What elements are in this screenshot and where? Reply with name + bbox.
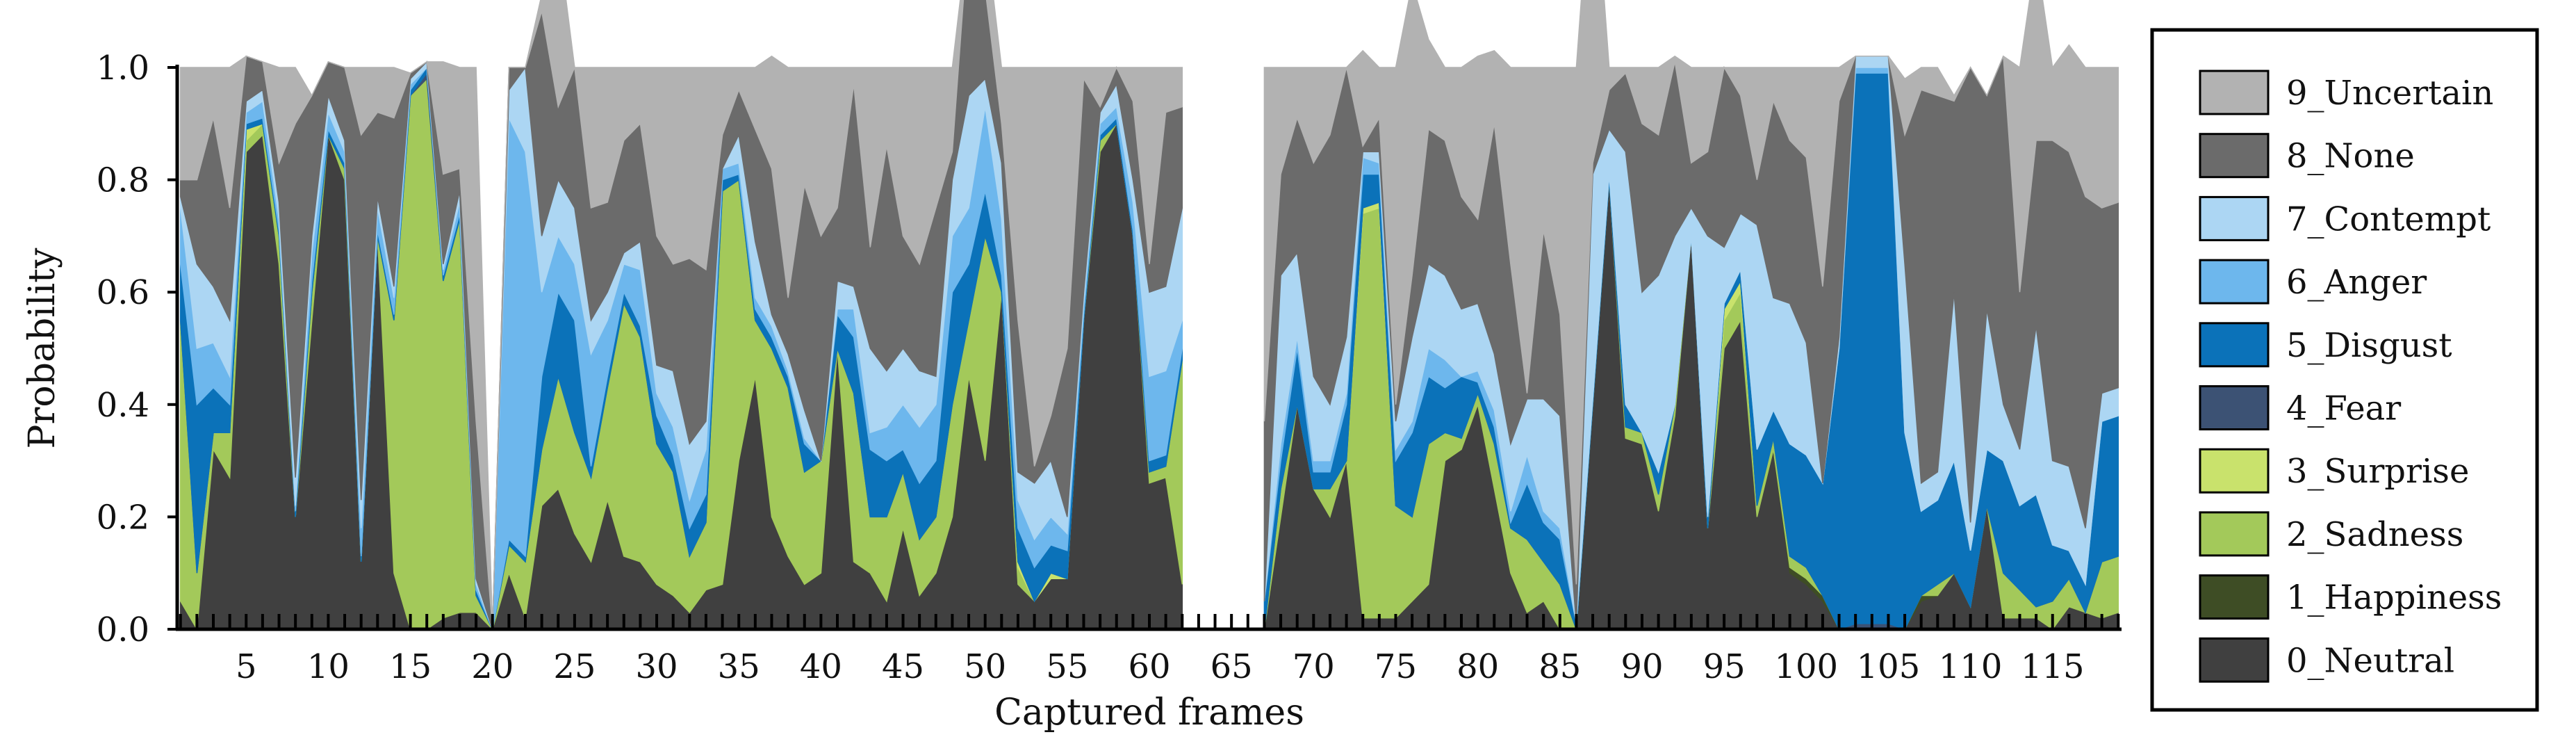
legend-swatch: [2199, 574, 2270, 620]
legend-item: 5_Disgust: [2199, 322, 2452, 368]
x-tick-label: 30: [636, 647, 678, 686]
legend-item: 0_Neutral: [2199, 637, 2454, 683]
x-tick-label: 70: [1293, 647, 1335, 686]
area-layers: [179, 0, 2119, 631]
x-tick-label: 100: [1774, 647, 1838, 686]
x-tick-label: 95: [1703, 647, 1746, 686]
legend-item: 1_Happiness: [2199, 574, 2502, 620]
legend-swatch: [2199, 70, 2270, 115]
x-tick-label: 20: [471, 647, 514, 686]
y-tick-label: 0.6: [97, 273, 149, 312]
legend-item: 2_Sadness: [2199, 511, 2463, 557]
x-tick-label: 45: [882, 647, 924, 686]
legend-swatch: [2199, 195, 2270, 241]
x-tick-label: 115: [2021, 647, 2085, 686]
legend-label: 4_Fear: [2286, 389, 2401, 428]
legend: 9_Uncertain 8_None 7_Contempt 6_Anger 5_Disg…: [2150, 28, 2539, 712]
legend-label: 2_Sadness: [2286, 515, 2463, 554]
legend-swatch: [2199, 637, 2270, 683]
x-tick-label: 50: [964, 647, 1006, 686]
x-ticks: 5 10 15 20 25 30 35 40 45 50 55 60 65 70 75 80 85 90 95 100…: [179, 614, 2120, 686]
legend-label: 7_Contempt: [2286, 200, 2491, 238]
legend-swatch: [2199, 259, 2270, 305]
legend-label: 8_None: [2286, 137, 2415, 176]
x-tick-label: 65: [1211, 647, 1253, 686]
x-tick-label: 85: [1539, 647, 1581, 686]
legend-item: 6_Anger: [2199, 259, 2427, 305]
legend-label: 5_Disgust: [2286, 326, 2452, 365]
area-segment: [1263, 0, 2119, 585]
legend-item: 8_None: [2199, 133, 2415, 179]
y-tick-label: 0.2: [97, 498, 149, 537]
legend-label: 3_Surprise: [2286, 452, 2469, 491]
x-tick-label: 75: [1375, 647, 1417, 686]
legend-label: 9_Uncertain: [2286, 74, 2493, 113]
area-segment: [179, 0, 1183, 630]
legend-label: 6_Anger: [2286, 263, 2427, 302]
y-ticks: 0.0 0.2 0.4 0.6 0.8 1.0: [97, 49, 177, 649]
x-tick-label: 35: [718, 647, 760, 686]
x-axis-label: Captured frames: [994, 692, 1304, 734]
legend-swatch: [2199, 511, 2270, 557]
legend-item: 9_Uncertain: [2199, 70, 2493, 115]
x-tick-label: 55: [1046, 647, 1088, 686]
x-tick-label: 10: [307, 647, 350, 686]
x-tick-label: 80: [1457, 647, 1499, 686]
x-tick-label: 15: [389, 647, 432, 686]
legend-swatch: [2199, 322, 2270, 368]
area-series-9-uncertain: [179, 0, 2119, 630]
legend-items: 9_Uncertain 8_None 7_Contempt 6_Anger 5_Disg…: [2199, 70, 2502, 683]
legend-label: 0_Neutral: [2286, 641, 2454, 680]
legend-label: 1_Happiness: [2286, 578, 2502, 617]
x-tick-label: 40: [800, 647, 842, 686]
y-tick-label: 0.8: [97, 161, 149, 200]
x-tick-label: 5: [236, 647, 257, 686]
x-tick-label: 110: [1939, 647, 2003, 686]
legend-swatch: [2199, 133, 2270, 179]
x-tick-label: 105: [1857, 647, 1921, 686]
legend-swatch: [2199, 448, 2270, 494]
x-tick-label: 60: [1128, 647, 1170, 686]
legend-swatch: [2199, 385, 2270, 430]
y-tick-label: 0.0: [97, 610, 149, 649]
x-tick-label: 90: [1621, 647, 1663, 686]
y-tick-label: 0.4: [97, 386, 149, 425]
y-tick-label: 1.0: [97, 49, 149, 88]
y-axis-label: Probability: [22, 248, 63, 449]
legend-item: 4_Fear: [2199, 385, 2401, 430]
legend-item: 3_Surprise: [2199, 448, 2469, 494]
axes: 0.0 0.2 0.4 0.6 0.8 1.0 5 10 15 20 25 30 35 40 45 50 55…: [97, 49, 2122, 686]
x-tick-label: 25: [553, 647, 596, 686]
legend-item: 7_Contempt: [2199, 195, 2491, 241]
